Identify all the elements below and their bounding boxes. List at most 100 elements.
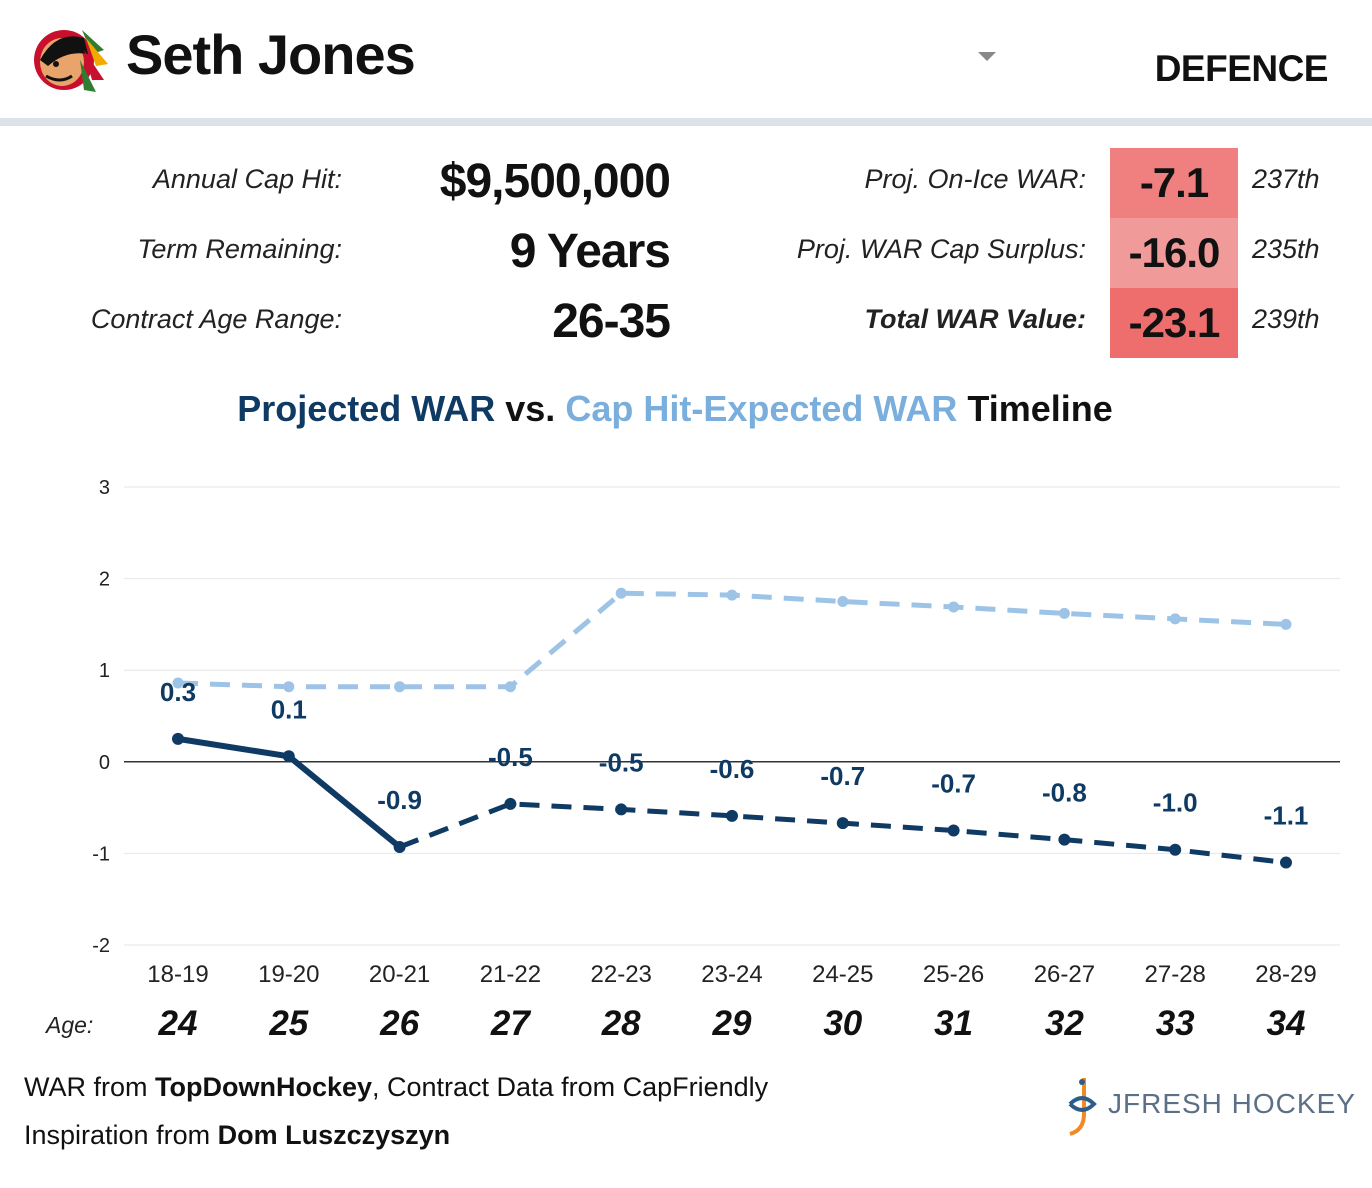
war-surplus-value: -16.0 (1110, 218, 1238, 288)
y-tick-label: 2 (99, 569, 110, 591)
player-select-caret-icon[interactable] (978, 52, 996, 61)
footer-inspiration-name: Dom Luszczyszyn (217, 1120, 451, 1150)
projected-war-point (1280, 856, 1292, 869)
age-value: 28 (601, 1004, 641, 1043)
projected-war-data-label: -0.7 (931, 769, 976, 799)
x-tick-label: 24-25 (812, 961, 873, 988)
projected-war-data-label: -0.6 (710, 754, 755, 784)
war-surplus-rank: 235th (1252, 234, 1320, 264)
onice-war-label: Proj. On-Ice WAR: (864, 164, 1086, 194)
cap-hit-value: $9,500,000 (439, 155, 671, 208)
chart-title: Projected WAR vs. Cap Hit-Expected WAR T… (0, 388, 1350, 430)
footer-inspiration-prefix: Inspiration from (24, 1120, 218, 1150)
x-tick-label: 26-27 (1034, 961, 1095, 988)
y-tick-label: 1 (99, 660, 110, 682)
projected-war-point (726, 809, 738, 822)
y-tick-label: 0 (99, 752, 110, 774)
projected-war-data-label: -0.9 (377, 785, 422, 815)
chicago-blackhawks-logo-icon (34, 30, 108, 92)
age-value: 33 (1155, 1004, 1195, 1043)
expected-war-point (948, 601, 960, 613)
brand: JFRESH HOCKEY (1062, 1074, 1362, 1138)
total-war-rank: 239th (1252, 304, 1320, 334)
projected-war-data-label: -0.5 (488, 742, 533, 772)
series-line-expected-war (177, 590, 1287, 690)
term-label: Term Remaining: (137, 234, 342, 264)
projected-war-point (393, 840, 406, 853)
onice-war-rank: 237th (1252, 164, 1320, 194)
projected-war-data-label: -1.1 (1264, 801, 1309, 831)
age-value: 26 (380, 1004, 420, 1043)
projected-war-point (615, 803, 628, 816)
footer-war-source: TopDownHockey (155, 1072, 373, 1102)
projected-war-point (172, 732, 184, 745)
cap-hit-label: Annual Cap Hit: (152, 164, 342, 194)
x-tick-label: 20-21 (369, 961, 430, 988)
age-value: 27 (490, 1004, 530, 1043)
chart-title-vs: vs. (495, 388, 566, 429)
projected-war-data-label: -0.7 (820, 761, 865, 791)
war-timeline-chart: -2 -1 0 1 2 3 18-19 19-20 20-21 21-22 22-23 23-24 24… (92, 477, 1340, 988)
footer-sources: WAR from TopDownHockey, Contract Data fr… (24, 1072, 768, 1103)
projected-war-point (282, 750, 295, 763)
total-war-label: Total WAR Value: (864, 304, 1086, 334)
expected-war-point (615, 587, 627, 599)
projected-war-point (836, 817, 849, 830)
x-tick-label: 21-22 (480, 961, 541, 988)
x-tick-label: 25-26 (923, 961, 984, 988)
projected-war-point (1169, 843, 1182, 856)
chart-title-expected: Cap Hit-Expected WAR (565, 388, 958, 429)
player-name: Seth Jones (126, 23, 416, 86)
footer-inspiration: Inspiration from Dom Luszczyszyn (24, 1120, 450, 1151)
x-tick-label: 22-23 (591, 961, 652, 988)
age-row-label: Age: (46, 1012, 94, 1038)
expected-war-point (1169, 613, 1181, 625)
x-tick-label: 28-29 (1255, 961, 1316, 988)
footer-war-prefix: WAR from (24, 1072, 155, 1102)
age-value: 25 (269, 1004, 309, 1043)
projected-war-data-label: 0.3 (160, 677, 196, 707)
age-value: 29 (712, 1004, 752, 1043)
term-value: 9 Years (509, 225, 671, 278)
x-tick-label: 23-24 (701, 961, 762, 988)
projected-war-data-label: 0.1 (271, 694, 307, 724)
age-range-value: 26-35 (552, 295, 671, 348)
projected-war-data-label: -0.5 (599, 747, 644, 777)
chart-title-timeline: Timeline (957, 388, 1113, 429)
y-tick-label: 3 (99, 477, 110, 499)
age-value: 31 (934, 1004, 974, 1043)
brand-name: JFRESH HOCKEY (1108, 1088, 1356, 1119)
chart-title-projected: Projected WAR (237, 388, 496, 429)
age-value: 24 (158, 1004, 198, 1043)
projected-war-point (1058, 833, 1071, 846)
expected-war-point (1058, 607, 1070, 619)
footer-contract-source: , Contract Data from CapFriendly (372, 1072, 769, 1102)
expected-war-point (283, 681, 295, 693)
total-war-value: -23.1 (1110, 288, 1238, 358)
y-tick-label: -2 (92, 935, 110, 957)
projected-war-point (947, 824, 960, 837)
jfresh-hockey-logo-icon (1068, 1078, 1097, 1136)
war-surplus-label: Proj. WAR Cap Surplus: (796, 234, 1086, 264)
x-tick-label: 18-19 (147, 961, 208, 988)
x-tick-label: 19-20 (258, 961, 319, 988)
age-value: 30 (823, 1004, 863, 1043)
y-tick-label: -1 (92, 843, 110, 865)
projected-war-data-label: -1.0 (1153, 788, 1198, 818)
page-header: Seth Jones DEFENCE (0, 0, 1372, 118)
age-range-label: Contract Age Range: (90, 304, 342, 334)
expected-war-point (1280, 618, 1292, 630)
expected-war-point (837, 596, 849, 607)
expected-war-point (504, 681, 516, 693)
expected-war-point (172, 677, 184, 689)
age-value: 32 (1044, 1004, 1084, 1043)
expected-war-point (394, 681, 406, 693)
expected-war-point (726, 589, 738, 601)
onice-war-value: -7.1 (1110, 148, 1238, 218)
age-value: 34 (1266, 1004, 1306, 1043)
projected-war-point (504, 797, 517, 810)
projected-war-data-label: -0.8 (1042, 778, 1087, 808)
player-position: DEFENCE (1154, 48, 1329, 89)
header-divider (0, 118, 1372, 126)
x-tick-label: 27-28 (1145, 961, 1206, 988)
